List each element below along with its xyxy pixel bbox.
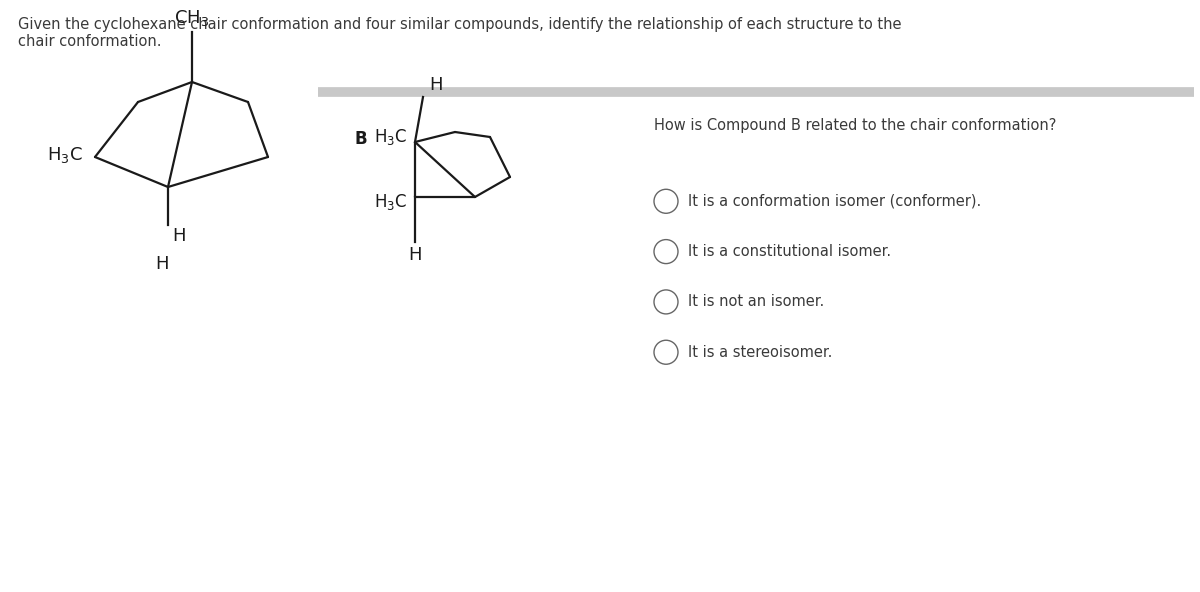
- Text: It is not an isomer.: It is not an isomer.: [688, 294, 824, 310]
- Text: H: H: [408, 246, 421, 264]
- Text: H: H: [155, 255, 169, 273]
- Text: H$_3$C: H$_3$C: [373, 127, 407, 147]
- Text: H$_3$C: H$_3$C: [47, 145, 83, 165]
- Text: It is a stereoisomer.: It is a stereoisomer.: [688, 345, 833, 360]
- Text: B: B: [354, 130, 367, 148]
- Text: Given the cyclohexane chair conformation and four similar compounds, identify th: Given the cyclohexane chair conformation…: [18, 17, 901, 49]
- Text: It is a conformation isomer (conformer).: It is a conformation isomer (conformer).: [688, 194, 982, 209]
- Text: H: H: [430, 76, 443, 94]
- Text: H$_3$C: H$_3$C: [373, 192, 407, 212]
- Text: How is Compound B related to the chair conformation?: How is Compound B related to the chair c…: [654, 118, 1056, 133]
- Text: It is a constitutional isomer.: It is a constitutional isomer.: [688, 244, 892, 259]
- Text: H: H: [172, 227, 186, 245]
- Text: CH$_3$: CH$_3$: [174, 8, 210, 28]
